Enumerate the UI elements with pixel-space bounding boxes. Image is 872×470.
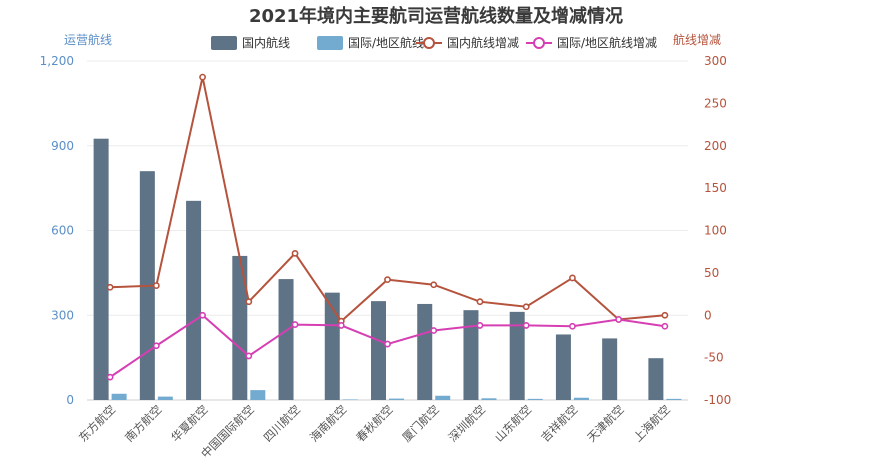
bar-domestic[interactable]	[602, 338, 618, 400]
legend-label[interactable]: 国内航线	[242, 35, 290, 50]
point-international-change[interactable]	[152, 342, 160, 350]
left-tick-label: 900	[51, 139, 74, 153]
point-international-change[interactable]	[661, 322, 669, 330]
grid	[87, 60, 688, 401]
right-axis: -100 -50 0 50 100 150 200 250 300	[704, 54, 731, 407]
right-tick-label: 100	[704, 224, 727, 238]
legend-swatch	[317, 36, 343, 50]
right-tick-label: 300	[704, 54, 727, 68]
right-tick-label: -100	[704, 393, 731, 407]
point-domestic-change[interactable]	[245, 298, 253, 306]
chart-title: 2021年境内主要航司运营航线数量及增减情况	[249, 5, 623, 27]
point-domestic-change[interactable]	[106, 283, 114, 291]
point-international-change[interactable]	[522, 322, 530, 329]
bar-international[interactable]	[250, 390, 266, 400]
right-tick-label: -50	[704, 351, 724, 365]
right-tick-label: 0	[704, 308, 712, 322]
category-label: 天津航空	[584, 402, 626, 444]
category-label: 吉祥航空	[538, 402, 580, 444]
bar-domestic[interactable]	[648, 358, 664, 400]
bar-domestic[interactable]	[93, 138, 109, 400]
category-label: 四川航空	[261, 402, 303, 444]
right-axis-title: 航线增减	[673, 32, 721, 47]
legend-swatch-marker	[533, 37, 545, 49]
point-international-change[interactable]	[245, 352, 253, 360]
category-label: 春秋航空	[353, 402, 395, 444]
point-international-change[interactable]	[291, 321, 299, 328]
legend-label[interactable]: 国际/地区航线	[348, 35, 424, 50]
bar-domestic[interactable]	[324, 292, 340, 400]
point-international-change[interactable]	[106, 373, 114, 381]
category-label: 华夏航空	[168, 402, 210, 444]
point-international-change[interactable]	[615, 316, 623, 323]
bar-international[interactable]	[435, 395, 451, 400]
point-domestic-change[interactable]	[661, 311, 669, 319]
point-international-change[interactable]	[430, 327, 438, 334]
bar-domestic[interactable]	[278, 279, 294, 400]
category-label: 海南航空	[307, 402, 349, 444]
point-domestic-change[interactable]	[522, 303, 530, 311]
point-international-change[interactable]	[569, 322, 576, 330]
category-label: 上海航空	[631, 402, 673, 444]
bar-international[interactable]	[342, 399, 358, 400]
category-label: 南方航空	[122, 402, 164, 444]
legend-label[interactable]: 国内航线增减	[447, 35, 519, 50]
bar-domestic[interactable]	[371, 301, 386, 400]
left-tick-label: 300	[51, 308, 74, 322]
point-domestic-change[interactable]	[476, 298, 484, 306]
legend: 国内航线 国际/地区航线 国内航线增减 国际/地区航线增减	[211, 35, 657, 50]
category-label: 东方航空	[76, 402, 118, 444]
bar-domestic[interactable]	[555, 334, 571, 400]
legend-swatch	[211, 36, 237, 50]
bar-international[interactable]	[527, 398, 543, 400]
legend-label[interactable]: 国际/地区航线增减	[557, 35, 657, 50]
bar-international[interactable]	[573, 397, 589, 400]
left-axis: 0 300 600 900 1,200	[40, 54, 74, 407]
bar-international[interactable]	[157, 396, 173, 400]
bar-domestic[interactable]	[417, 303, 433, 400]
bar-domestic[interactable]	[232, 255, 248, 400]
left-tick-label: 0	[66, 393, 74, 407]
point-domestic-change[interactable]	[199, 73, 206, 81]
bar-domestic[interactable]	[186, 200, 202, 400]
right-tick-label: 250	[704, 96, 727, 110]
bar-international[interactable]	[111, 393, 127, 400]
bar-domestic[interactable]	[509, 311, 525, 400]
point-domestic-change[interactable]	[430, 281, 438, 289]
legend-swatch-marker	[423, 37, 435, 49]
point-international-change[interactable]	[199, 311, 206, 319]
lines	[106, 73, 669, 381]
category-label: 深圳航空	[446, 402, 488, 444]
category-label: 山东航空	[492, 402, 534, 444]
left-tick-label: 600	[51, 224, 74, 238]
point-domestic-change[interactable]	[384, 276, 391, 284]
bar-international[interactable]	[389, 398, 404, 400]
point-international-change[interactable]	[337, 322, 345, 329]
bar-international[interactable]	[481, 398, 497, 400]
point-domestic-change[interactable]	[569, 274, 576, 282]
right-tick-label: 50	[704, 266, 719, 280]
left-axis-title: 运营航线	[64, 32, 112, 47]
bar-domestic[interactable]	[463, 310, 479, 400]
point-domestic-change[interactable]	[152, 282, 160, 289]
bars	[93, 138, 682, 400]
point-international-change[interactable]	[476, 322, 484, 329]
left-tick-label: 1,200	[40, 54, 74, 68]
point-domestic-change[interactable]	[291, 249, 299, 257]
point-international-change[interactable]	[384, 340, 391, 348]
right-tick-label: 150	[704, 181, 727, 195]
category-label: 厦门航空	[399, 402, 441, 444]
right-tick-label: 200	[704, 139, 727, 153]
bar-international[interactable]	[666, 398, 682, 400]
